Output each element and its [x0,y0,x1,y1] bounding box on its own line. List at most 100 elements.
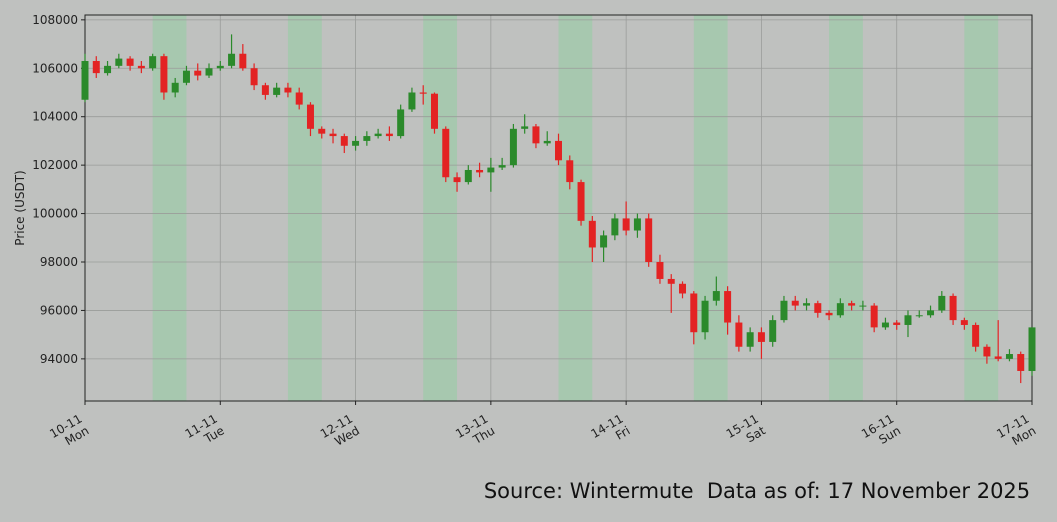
candle-body [340,136,348,146]
candle-body [690,293,698,333]
y-tick-label: 106000 [32,61,78,75]
candle-body [408,92,416,110]
candle-body [724,291,732,323]
candle-body [1017,354,1025,371]
candle-body [836,303,844,316]
candle-body [352,140,360,146]
candle-body [92,61,100,74]
candle-body [115,58,123,66]
candle-body [622,218,630,231]
candle-body [363,136,371,141]
candle-body [780,300,788,321]
session-band [693,15,728,401]
candle-body [1005,354,1013,359]
candle-body [374,133,382,137]
x-tick-label: 15-11Sat [724,411,768,453]
candle-body [171,82,179,93]
plot-frame [84,14,1033,402]
candle-body [757,332,765,342]
candle-body [149,56,157,69]
session-band [964,15,999,401]
candle-body [126,58,134,66]
y-axis-label: Price (USDT) [13,170,27,245]
candle-body [588,220,596,248]
candle-body [983,346,991,357]
x-tick-label: 11-11Tue [183,411,227,453]
candle-body [600,235,608,248]
x-tick-label: 13-11Thu [453,411,497,453]
x-tick-label: 10-11Mon [47,411,91,453]
y-tick-label: 102000 [32,158,78,172]
candle-body [487,167,495,173]
candle-body [261,85,269,95]
y-tick-label: 98000 [40,255,78,269]
candle-body [701,300,709,333]
candle-body [881,322,889,328]
candle-body [577,182,585,221]
candle-body [228,53,236,66]
x-tick-label: 17-11Mon [994,411,1038,453]
candle-body [972,324,980,347]
candle-body [769,320,777,342]
y-tick-label: 100000 [32,207,78,221]
candle-body [532,126,540,144]
candle-body [464,169,472,183]
candle-body [893,322,901,325]
candle-body [712,291,720,301]
candle-body [216,65,224,69]
x-tick-label: 14-11Fri [588,411,632,453]
candle-body [938,295,946,311]
candle-body [329,133,337,137]
candle-body [194,70,202,76]
candle-body [611,218,619,236]
candle-body [385,133,393,137]
candle-body [295,92,303,105]
candle-body [803,303,811,306]
candle-body [306,104,314,129]
candle-body [960,320,968,325]
candle-body [273,87,281,95]
candle-body [679,283,687,294]
candle-body [81,61,89,100]
candle-body [949,295,957,321]
x-tick-label: 16-11Sun [859,411,903,453]
y-tick-label: 108000 [32,13,78,27]
candle-body [521,126,529,129]
candle-body [104,65,112,74]
candle-body [656,262,664,279]
y-tick-label: 96000 [40,303,78,317]
session-band [423,15,458,401]
candle-body [1028,327,1036,371]
candle-body [633,218,641,231]
candle-body [476,169,484,173]
candle-body [566,160,574,183]
candle-body [442,128,450,178]
candle-body [915,315,923,317]
session-band [558,15,593,401]
candle-body [791,300,799,306]
session-band [152,15,187,401]
candle-body [397,109,405,137]
candle-body [994,356,1002,359]
candle-body [848,303,856,306]
source-note: Source: Wintermute Data as of: 17 Novemb… [484,479,1030,503]
candle-body [904,315,912,325]
session-band [829,15,863,401]
candle-body [825,312,833,316]
candle-body [509,128,517,166]
candle-body [543,140,551,144]
candle-body [870,305,878,328]
candle-body [859,305,867,307]
candle-body [250,68,258,86]
candle-body [430,93,438,129]
candle-body [735,322,743,347]
candle-body [814,303,822,313]
candle-body [284,87,292,93]
candle-body [927,310,935,316]
candle-body [645,218,653,263]
candle-body [239,53,247,69]
candle-body [318,128,326,134]
y-tick-label: 94000 [40,352,78,366]
